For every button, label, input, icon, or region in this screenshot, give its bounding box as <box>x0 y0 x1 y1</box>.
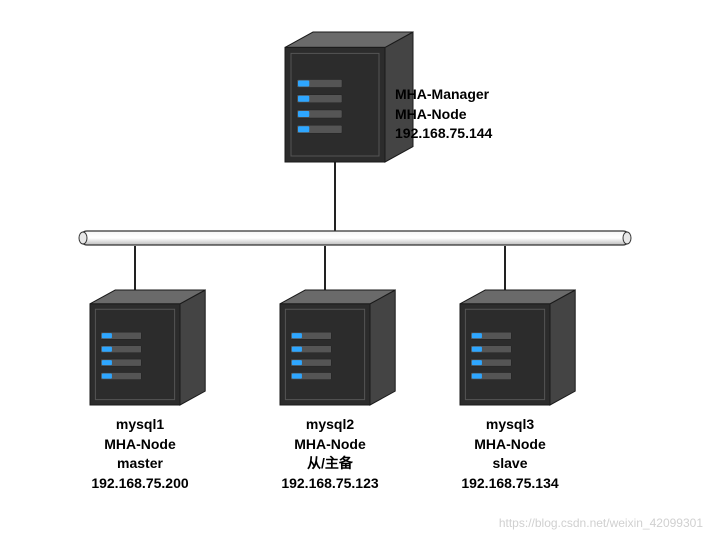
label-mysql1: mysql1MHA-Nodemaster192.168.75.200 <box>70 415 210 493</box>
server-manager <box>285 32 413 162</box>
label-mysql2: mysql2MHA-Node从/主备192.168.75.123 <box>255 415 405 493</box>
label-manager: MHA-ManagerMHA-Node192.168.75.144 <box>395 85 492 144</box>
label-line: mysql3 <box>435 415 585 435</box>
label-line: MHA-Node <box>70 435 210 455</box>
watermark-text: https://blog.csdn.net/weixin_42099301 <box>499 516 703 530</box>
server-mysql2 <box>280 290 395 405</box>
label-line: 192.168.75.134 <box>435 474 585 494</box>
label-line: MHA-Node <box>395 105 492 125</box>
label-line: 192.168.75.200 <box>70 474 210 494</box>
server-mysql1 <box>90 290 205 405</box>
label-mysql3: mysql3MHA-Nodeslave192.168.75.134 <box>435 415 585 493</box>
label-line: 192.168.75.144 <box>395 124 492 144</box>
label-line: mysql1 <box>70 415 210 435</box>
label-line: 192.168.75.123 <box>255 474 405 494</box>
label-line: MHA-Node <box>435 435 585 455</box>
label-line: MHA-Manager <box>395 85 492 105</box>
label-line: master <box>70 454 210 474</box>
label-line: slave <box>435 454 585 474</box>
label-line: MHA-Node <box>255 435 405 455</box>
label-line: mysql2 <box>255 415 405 435</box>
server-mysql3 <box>460 290 575 405</box>
label-line: 从/主备 <box>255 454 405 474</box>
